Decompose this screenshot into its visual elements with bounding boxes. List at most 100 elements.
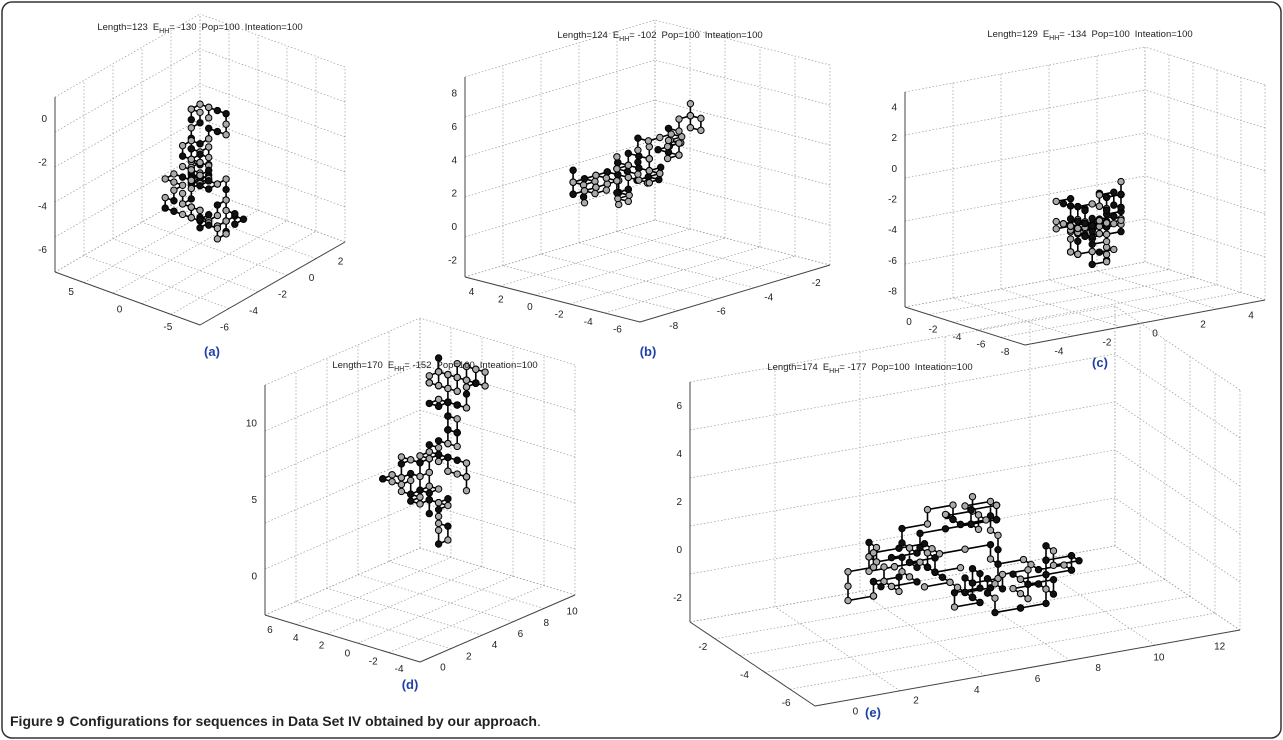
residue [379, 475, 387, 483]
title-part: Inteation=100 [480, 360, 538, 371]
residue [634, 134, 642, 142]
x-tick-label: 0 [345, 648, 351, 659]
residue [920, 539, 929, 548]
title-part: Length=124 [557, 30, 607, 41]
residue [865, 553, 873, 561]
residue [869, 592, 878, 600]
y-tick-label: 2 [338, 256, 344, 267]
z-tick-label: -4 [38, 201, 47, 212]
residue [434, 450, 443, 459]
z-tick-label: 4 [451, 155, 457, 166]
grid-line [764, 596, 1191, 673]
residue [635, 176, 643, 184]
residue [983, 575, 992, 583]
residue [187, 195, 196, 203]
residue [231, 210, 239, 218]
residue [407, 490, 415, 498]
residue [1042, 570, 1050, 579]
grid-line [689, 449, 1116, 527]
grid-line [199, 83, 346, 138]
residue [213, 180, 222, 188]
residue [614, 194, 622, 203]
residue [1060, 561, 1068, 569]
axis-line [639, 264, 831, 323]
title-part: Inteation=100 [245, 22, 303, 33]
residue [453, 415, 461, 423]
residue [998, 570, 1007, 579]
residue [388, 477, 396, 486]
residue [462, 459, 471, 467]
y-tick-label: 2 [1200, 320, 1206, 331]
grid-line [199, 13, 346, 68]
residue [983, 589, 992, 597]
residue [397, 480, 406, 489]
residue [453, 373, 461, 382]
residue [961, 588, 969, 597]
grid-line [170, 231, 317, 315]
residue [634, 146, 642, 154]
axis-line [199, 241, 346, 326]
grid-line [654, 219, 831, 266]
residue [407, 476, 415, 485]
residue [196, 100, 204, 108]
title-part: Inteation=100 [915, 362, 973, 373]
x-tick-label: 4 [293, 633, 299, 644]
residue [624, 197, 632, 206]
grid-line [54, 118, 201, 203]
residue [196, 150, 204, 159]
residue [923, 563, 932, 571]
residue [1042, 585, 1050, 593]
residue [205, 177, 213, 185]
panel-label: (e) [865, 705, 881, 720]
residue [895, 573, 903, 581]
residue [388, 471, 396, 479]
plot-panel: 6 4 2 0 -2 -2 -4 -6 12 10 8 6 4 2 0 Length=174 EHH= -177… [673, 305, 1241, 720]
residue [1088, 222, 1096, 230]
x-tick-label: 4 [469, 287, 475, 298]
residue [686, 99, 695, 108]
residue [663, 154, 672, 163]
title-part: Pop=100 [1091, 29, 1129, 40]
residue [913, 578, 921, 586]
z-tick-label: -2 [888, 195, 897, 206]
residue [686, 123, 695, 132]
residue [472, 365, 480, 373]
residue [407, 469, 415, 478]
title-part: = -152 [404, 360, 431, 371]
residue [205, 143, 213, 151]
residue [416, 472, 424, 481]
z-tick-label: -6 [888, 256, 897, 267]
residue [425, 379, 433, 387]
residue [946, 578, 954, 587]
residue [1066, 215, 1075, 223]
residue [453, 470, 461, 478]
grid-line [1144, 46, 1266, 86]
residue [1088, 247, 1096, 256]
z-tick-label: 2 [451, 189, 457, 200]
grid-line [774, 606, 901, 692]
grid-line [952, 297, 1074, 337]
residue [603, 168, 611, 176]
grid-line [419, 363, 576, 412]
residue [222, 230, 230, 238]
z-tick-label: -8 [888, 287, 897, 298]
x-tick-label: 6 [267, 625, 273, 636]
residue [949, 515, 957, 524]
residue [1059, 220, 1068, 228]
z-tick-label: -2 [448, 255, 457, 266]
residue [916, 544, 924, 552]
residue [615, 200, 623, 209]
residue [625, 191, 633, 199]
grid-line [1114, 305, 1241, 391]
residue [675, 127, 683, 135]
residue [941, 510, 950, 519]
residue [986, 512, 995, 520]
residue [170, 207, 178, 215]
residue [425, 441, 433, 449]
residue [1075, 557, 1083, 565]
residue [675, 151, 683, 159]
axis-line [419, 594, 576, 663]
grid-line [326, 566, 483, 635]
